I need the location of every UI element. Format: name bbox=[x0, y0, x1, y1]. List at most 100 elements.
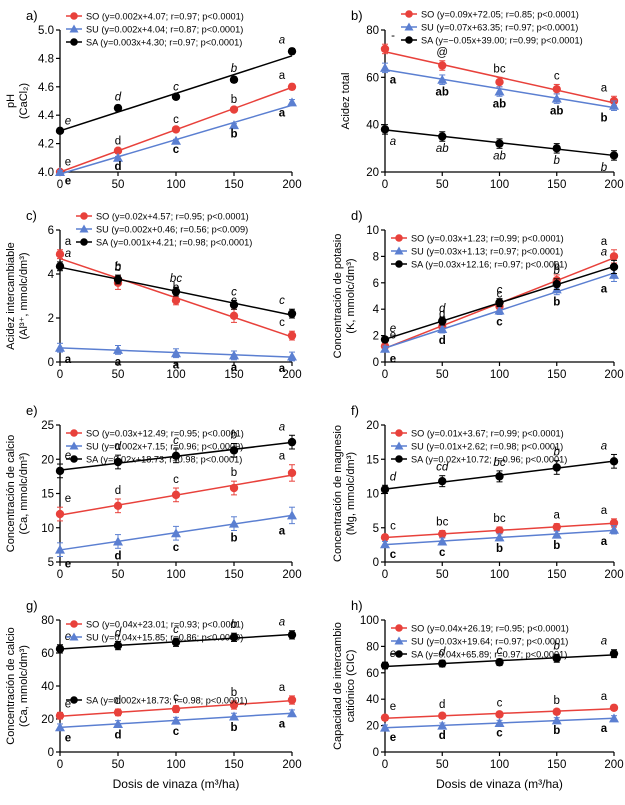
data-point bbox=[552, 279, 561, 289]
significance-letter: a bbox=[601, 283, 608, 295]
legend-marker bbox=[395, 234, 403, 242]
series-SU: e d c b a bbox=[55, 97, 297, 187]
significance-letter: b bbox=[553, 725, 560, 737]
panel-label: a) bbox=[26, 8, 38, 23]
significance-letter: c bbox=[279, 295, 285, 307]
significance-letter: b bbox=[231, 94, 237, 106]
significance-letter: e bbox=[390, 353, 396, 365]
data-point bbox=[229, 350, 239, 360]
data-point bbox=[380, 533, 390, 542]
significance-letter: b bbox=[601, 162, 608, 174]
significance-letter: e bbox=[390, 330, 396, 342]
data-point bbox=[171, 715, 181, 725]
series-SA: e d c b a bbox=[55, 421, 297, 479]
x-tick-label: 200 bbox=[282, 179, 301, 191]
y-axis-label: (Ca, mmolc/dm³) bbox=[18, 453, 30, 535]
legend-label: SU (y=0.002x+4.04; r=0.87; p<0.0001) bbox=[86, 25, 243, 35]
data-point bbox=[171, 92, 181, 101]
data-point bbox=[287, 708, 297, 718]
data-point bbox=[171, 135, 181, 145]
data-point bbox=[380, 722, 390, 732]
data-point bbox=[494, 532, 505, 542]
significance-letter: a bbox=[601, 536, 608, 548]
data-point bbox=[494, 717, 505, 727]
significance-letter: @ bbox=[436, 47, 448, 59]
data-point bbox=[113, 275, 123, 284]
series-SA: e d c b a bbox=[55, 34, 297, 136]
data-point bbox=[552, 144, 561, 153]
data-point bbox=[380, 713, 390, 722]
legend-entry: SA (y=−0.05x+39.00; r=0.99; p<0.0001) bbox=[401, 36, 583, 46]
legend-entry: SO (y=0.002x+4.07; r=0.97; p<0.0001) bbox=[66, 12, 244, 22]
significance-letter: a bbox=[601, 505, 608, 517]
x-tick-label: 150 bbox=[224, 569, 243, 581]
y-tick-label: 10 bbox=[366, 489, 379, 501]
data-point bbox=[171, 704, 181, 714]
legend-label: SA (y=0.001x+4.21; r=0.98; p<0.0001) bbox=[96, 238, 252, 248]
data-point bbox=[55, 544, 65, 554]
data-point bbox=[55, 262, 65, 271]
significance-letter: c bbox=[390, 549, 397, 561]
significance-letter: c bbox=[390, 521, 396, 533]
data-point bbox=[609, 269, 619, 279]
significance-letter: c bbox=[173, 726, 180, 738]
legend-marker bbox=[70, 455, 78, 463]
data-point bbox=[495, 77, 504, 87]
x-tick-label: 150 bbox=[547, 369, 566, 381]
x-tick-label: 0 bbox=[382, 569, 388, 581]
x-tick-label: 0 bbox=[57, 369, 63, 381]
y-tick-label: 60 bbox=[366, 668, 379, 680]
data-point bbox=[609, 713, 619, 723]
significance-letter: d bbox=[439, 699, 445, 711]
x-tick-label: 150 bbox=[547, 759, 566, 771]
significance-letter: a bbox=[279, 617, 285, 629]
legend-marker bbox=[69, 441, 79, 450]
legend-label: SU (y=0.002x+0.46; r=0.56; p<0.009) bbox=[96, 225, 248, 235]
y-axis-label: Acidez intercambiable bbox=[5, 242, 17, 350]
y-tick-label: 6 bbox=[48, 225, 54, 237]
data-point bbox=[380, 335, 390, 344]
data-point bbox=[495, 139, 504, 148]
legend-label: SO (y=0.002x+4.07; r=0.97; p<0.0001) bbox=[86, 12, 244, 22]
legend-label: SA (y=0.03x+12.16; r=0.97; p<0.0001) bbox=[411, 260, 567, 270]
legend-marker bbox=[395, 260, 403, 268]
legend-label: SO (y=0.01x+3.67; r=0.99; p<0.0001) bbox=[411, 429, 564, 439]
legend-label: SA (y=0.04x+65.89; r=0.97; p<0.0001) bbox=[411, 650, 567, 660]
y-axis-label: Concentración de magnesio bbox=[332, 425, 344, 562]
significance-letter: ab bbox=[550, 105, 563, 117]
significance-letter: b bbox=[231, 619, 238, 631]
y-tick-label: 2 bbox=[48, 313, 54, 325]
data-point bbox=[287, 510, 297, 520]
data-point bbox=[229, 483, 239, 493]
significance-letter: e bbox=[65, 175, 71, 187]
y-tick-label: 20 bbox=[41, 714, 54, 726]
legend-marker bbox=[394, 246, 404, 255]
significance-letter: c bbox=[173, 624, 179, 636]
legend-entry: SU (y=0.04x+15.85; r=0.86; p<0.0009) bbox=[66, 632, 243, 643]
legend-entry: SO (y=0.02x+4.57; r=0.95; p<0.0001) bbox=[76, 212, 249, 222]
significance-letter: d bbox=[114, 161, 121, 173]
data-point bbox=[438, 316, 447, 326]
significance-letter: bc bbox=[493, 513, 505, 525]
data-point bbox=[437, 536, 448, 546]
data-point bbox=[380, 661, 390, 670]
series-SA: a ab ab b b bbox=[380, 124, 619, 174]
data-point bbox=[609, 649, 619, 658]
data-point bbox=[229, 700, 239, 710]
legend-marker bbox=[70, 38, 78, 46]
significance-letter: a bbox=[173, 360, 180, 372]
legend-label: SO (y=0.04x+26.19; r=0.95; p<0.0001) bbox=[411, 624, 569, 634]
data-point bbox=[229, 311, 239, 320]
legend-marker bbox=[80, 212, 88, 220]
data-point bbox=[287, 331, 297, 340]
data-point bbox=[287, 351, 297, 361]
data-point bbox=[55, 342, 65, 352]
x-tick-label: 200 bbox=[282, 369, 301, 381]
data-point bbox=[171, 490, 181, 500]
x-tick-label: 100 bbox=[166, 759, 185, 771]
legend-label: SA (y=0.02x+10.72; r=0.96; p<0.0001) bbox=[411, 455, 567, 465]
data-point bbox=[171, 638, 181, 647]
series-SU: a ab ab ab b bbox=[380, 62, 619, 124]
x-tick-label: 50 bbox=[112, 759, 125, 771]
